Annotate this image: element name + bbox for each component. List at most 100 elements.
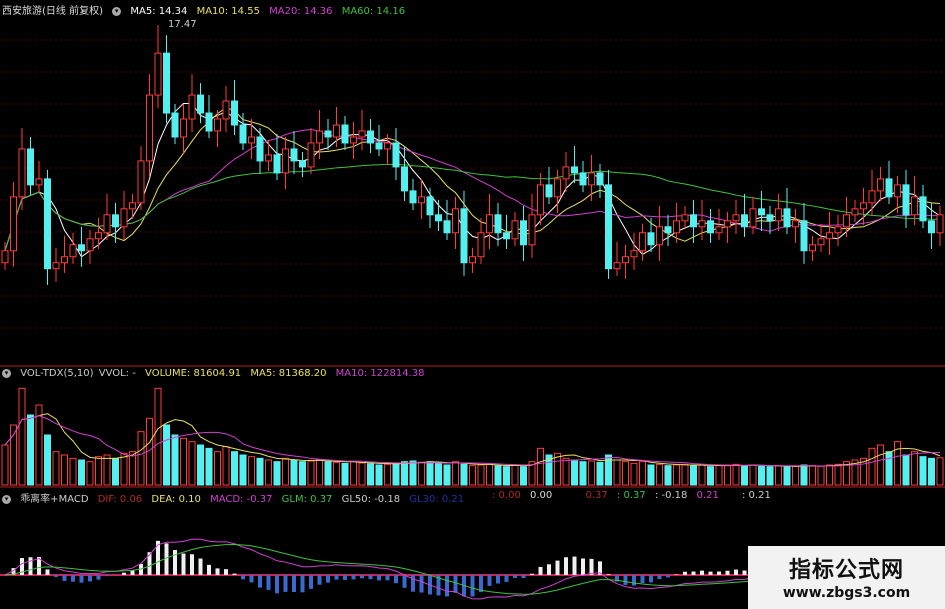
macd-bar [224,569,228,575]
volume-ma5-value: MA5: 81368.20 [250,368,327,379]
candle-down [707,220,714,234]
candle-up [316,130,323,144]
price-header: 西安旅游(日线 前复权) ▾ MA5: 14.34 MA10: 14.55 MA… [2,2,411,17]
macd-bar [122,572,126,575]
macd-bar [20,558,24,575]
candle-up [154,52,162,96]
candle-up [137,160,145,204]
candle-up [282,148,289,174]
macd-bar [71,575,75,582]
volume-bar [69,457,77,486]
volume-bar [579,461,587,486]
ma5-line [4,102,941,258]
macd-bar [504,575,509,582]
volume-bar [367,463,374,486]
macd-bar [496,575,500,584]
macd-bar [606,574,611,575]
volume-bar [715,465,723,486]
volume-bar [214,451,221,486]
ma5-value: MA5: 14.34 [130,6,188,17]
gl30-value: GL30: 0.21 [409,494,465,505]
candle-down [290,148,298,162]
macd-bar [615,575,619,582]
candle-up [622,256,629,264]
candle-down [443,220,451,234]
volume-bar [851,459,859,486]
macd-bar [521,575,526,579]
volume-bar [911,451,918,486]
chevron-down-icon[interactable]: ▾ [112,6,122,16]
candle-down [392,142,400,168]
dif-value: DIF: 0.06 [97,494,143,505]
macd-bar [470,575,475,597]
candle-up [418,196,425,204]
volume-bar [868,447,876,486]
macd-bar [147,552,152,575]
volume-bar [537,447,544,486]
candle-down [783,208,791,228]
macd-bar [156,540,160,575]
candle-up [214,118,221,132]
candle-down [758,208,765,216]
chevron-down-icon[interactable]: ▾ [2,494,11,504]
candle-up [749,208,757,228]
candle-down [766,214,774,222]
extra-value: 0.00 [530,490,553,501]
macd-bar [377,575,381,581]
candle-up [103,214,111,234]
chevron-down-icon[interactable]: ▾ [2,368,11,378]
macd-bar [300,575,305,593]
candle-up [868,190,876,204]
candle-down [299,160,306,168]
macd-bar [717,571,721,575]
volume-bar [520,466,527,486]
volume-bar [783,466,791,486]
candle-down [545,184,553,198]
volume-bar [282,457,289,486]
candle-down [460,208,468,264]
candle-up [10,196,17,252]
gl50-value: GL50: -0.18 [341,494,401,505]
extra-value: : 0.00 [492,490,521,501]
candle-up [630,250,638,258]
macd-bar [666,575,670,578]
volume-bar [299,461,306,486]
volume-bar [749,464,757,486]
candle-down [409,190,417,204]
candle-up [486,214,493,234]
candle-down [800,220,808,252]
macd-bar [742,570,747,575]
volume-bar [673,464,680,486]
macd-value: MACD: -0.37 [210,494,273,505]
macd-bar [530,573,534,575]
volume-bar [562,457,570,486]
candle-down [741,214,748,228]
macd-bar [96,575,101,580]
ma10-line [4,107,941,251]
macd-bar [572,556,577,575]
volume-bar [341,462,349,486]
volume-bar [588,460,595,486]
macd-bar [385,575,390,581]
volume-bar [554,452,561,486]
macd-bar [513,575,517,578]
volume-bar [231,451,238,486]
macd-bar [317,575,322,585]
candle-down [520,220,527,246]
ma20-value: MA20: 14.36 [269,6,333,17]
volume-bar [44,434,51,486]
macd-bar [241,575,245,580]
candle-down [239,124,247,144]
candle-up [724,220,731,228]
volume-bar [894,441,901,486]
candle-down [401,166,408,192]
volume-bar [409,460,417,486]
volume-bar [222,446,230,486]
volume-ma5-line [4,413,941,467]
candle-up [843,214,850,228]
candle-up [911,196,918,216]
macd-bar [564,557,568,575]
macd-bar [139,564,143,575]
macd-bar [445,575,449,597]
